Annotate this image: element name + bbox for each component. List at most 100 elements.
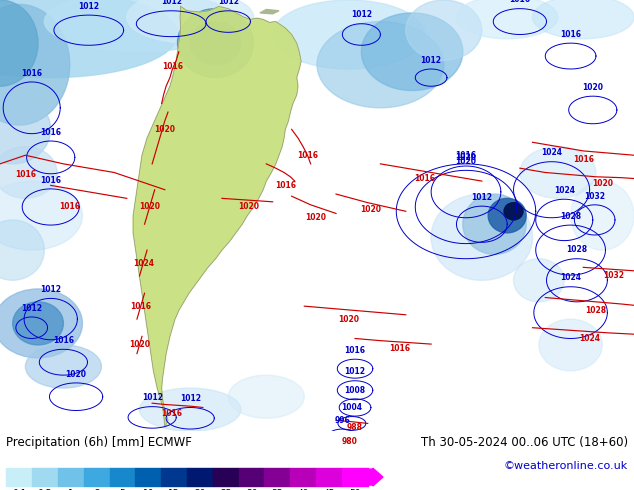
Text: 1028: 1028	[566, 245, 588, 254]
Bar	[290, 467, 316, 487]
FancyArrow shape	[369, 468, 383, 486]
Text: 1016: 1016	[389, 344, 410, 353]
Text: 1020: 1020	[154, 125, 176, 134]
Ellipse shape	[0, 147, 57, 198]
Text: 1024: 1024	[541, 148, 562, 157]
Ellipse shape	[44, 0, 235, 52]
Text: 1016: 1016	[40, 128, 61, 137]
Polygon shape	[133, 6, 301, 427]
Ellipse shape	[13, 302, 63, 345]
Text: 1016: 1016	[160, 410, 182, 418]
Ellipse shape	[190, 22, 241, 65]
Bar	[58, 467, 84, 487]
Text: 980: 980	[342, 438, 358, 446]
Text: 1012: 1012	[40, 285, 61, 294]
Text: 1: 1	[68, 489, 74, 490]
Text: ©weatheronline.co.uk: ©weatheronline.co.uk	[503, 461, 628, 470]
Ellipse shape	[520, 147, 596, 198]
Text: 996: 996	[335, 416, 350, 425]
Text: 1020: 1020	[338, 315, 359, 323]
Ellipse shape	[178, 9, 254, 77]
Text: 1016: 1016	[455, 150, 477, 160]
Text: 1028: 1028	[560, 212, 581, 221]
Text: 0.1: 0.1	[12, 489, 27, 490]
Text: 1004: 1004	[341, 403, 363, 412]
Bar	[110, 467, 136, 487]
Text: 20: 20	[194, 489, 205, 490]
Text: 1020: 1020	[305, 213, 327, 222]
Text: 1020: 1020	[65, 369, 87, 379]
Text: 1020: 1020	[582, 83, 604, 92]
Text: 1020: 1020	[592, 179, 613, 188]
Ellipse shape	[228, 375, 304, 418]
Text: 1012: 1012	[78, 2, 100, 11]
Text: 1024: 1024	[133, 259, 154, 268]
Text: Precipitation (6h) [mm] ECMWF: Precipitation (6h) [mm] ECMWF	[6, 436, 192, 449]
Text: 1016: 1016	[297, 151, 318, 160]
Ellipse shape	[139, 388, 241, 431]
Ellipse shape	[0, 220, 44, 280]
Text: 1016: 1016	[573, 155, 594, 164]
Bar	[32, 467, 58, 487]
Bar	[161, 467, 187, 487]
Ellipse shape	[504, 203, 523, 220]
Text: 25: 25	[220, 489, 231, 490]
Ellipse shape	[25, 345, 101, 388]
Ellipse shape	[0, 289, 82, 358]
Ellipse shape	[0, 4, 70, 125]
Text: 1016: 1016	[21, 69, 42, 77]
Bar	[84, 467, 110, 487]
Ellipse shape	[514, 259, 564, 302]
Text: 1016: 1016	[40, 175, 61, 185]
Text: 15: 15	[169, 489, 180, 490]
Text: 30: 30	[246, 489, 257, 490]
Ellipse shape	[431, 194, 533, 280]
Bar	[264, 467, 290, 487]
Text: 1016: 1016	[130, 302, 152, 311]
Ellipse shape	[0, 181, 82, 250]
Text: 1016: 1016	[560, 30, 581, 39]
Text: 1024: 1024	[560, 273, 581, 282]
Text: 50: 50	[349, 489, 361, 490]
Text: 1016: 1016	[414, 174, 436, 183]
Bar	[316, 467, 342, 487]
Text: 1016: 1016	[59, 202, 81, 212]
Text: 1016: 1016	[275, 181, 296, 190]
Text: 1024: 1024	[553, 186, 575, 195]
Ellipse shape	[463, 194, 526, 254]
Text: 988: 988	[347, 423, 363, 432]
Text: 1016: 1016	[509, 0, 531, 4]
Text: 1024: 1024	[579, 334, 600, 343]
Text: 0.5: 0.5	[38, 489, 52, 490]
Text: 1012: 1012	[471, 193, 493, 202]
Text: 1020: 1020	[129, 341, 150, 349]
Text: 1012: 1012	[344, 368, 366, 376]
Text: 1012: 1012	[160, 0, 182, 6]
Text: 35: 35	[271, 489, 283, 490]
Text: 1020: 1020	[360, 205, 382, 214]
Bar	[6, 467, 32, 487]
Text: 1020: 1020	[455, 157, 477, 166]
Text: 1020: 1020	[455, 153, 477, 162]
Text: 40: 40	[297, 489, 309, 490]
Text: 1012: 1012	[21, 304, 42, 313]
Text: 2: 2	[94, 489, 100, 490]
Text: Th 30-05-2024 00..06 UTC (18+60): Th 30-05-2024 00..06 UTC (18+60)	[420, 436, 628, 449]
Text: 1032: 1032	[584, 192, 605, 200]
Text: 45: 45	[323, 489, 335, 490]
Bar	[342, 467, 368, 487]
Polygon shape	[260, 9, 279, 14]
Ellipse shape	[571, 181, 634, 250]
Text: 10: 10	[143, 489, 154, 490]
Text: 1016: 1016	[15, 170, 36, 179]
Ellipse shape	[0, 0, 178, 77]
Text: 1012: 1012	[179, 394, 201, 403]
Bar	[213, 467, 238, 487]
Ellipse shape	[127, 0, 254, 43]
Ellipse shape	[0, 95, 51, 164]
Text: 1008: 1008	[344, 386, 366, 394]
Text: 1032: 1032	[603, 271, 624, 280]
Ellipse shape	[533, 0, 634, 39]
Text: 1016: 1016	[162, 62, 183, 72]
Text: 1020: 1020	[139, 202, 160, 212]
